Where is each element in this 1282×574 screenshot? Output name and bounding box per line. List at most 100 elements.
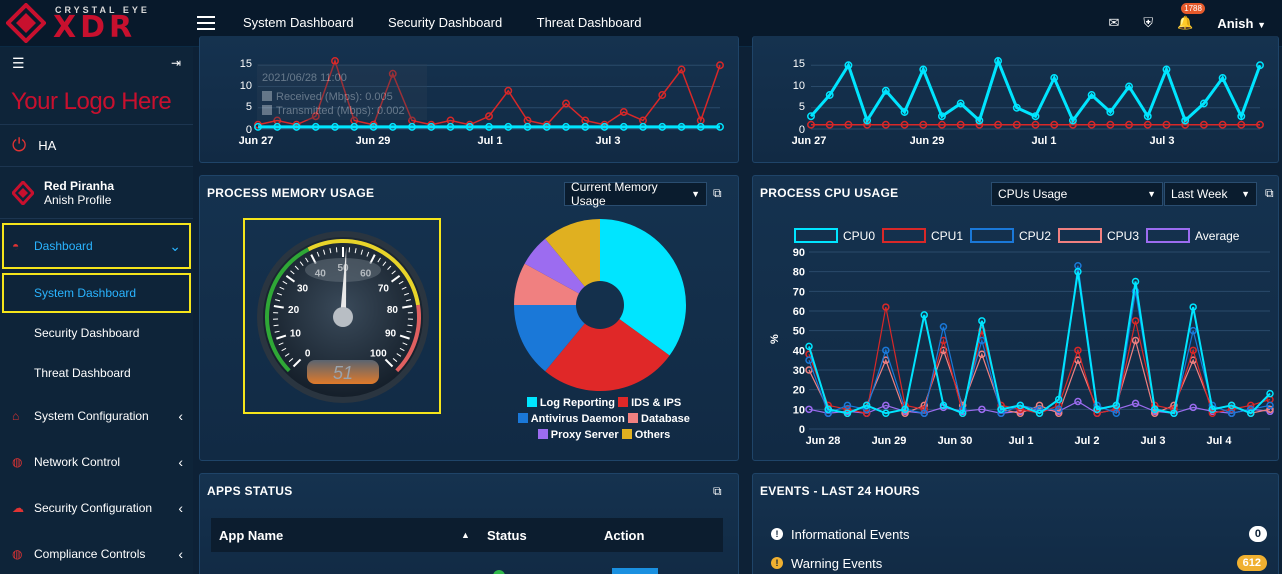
data-point[interactable] bbox=[1016, 409, 1025, 418]
data-point[interactable] bbox=[862, 409, 871, 418]
data-point[interactable] bbox=[446, 122, 455, 131]
sidebar-sub-threat-dashboard[interactable]: Threat Dashboard bbox=[0, 353, 193, 393]
data-point[interactable] bbox=[1237, 120, 1246, 129]
data-point[interactable] bbox=[824, 405, 832, 414]
sidebar-item-security-configuration[interactable]: ☁ Security Configuration ‹ bbox=[0, 485, 193, 531]
data-point[interactable] bbox=[1266, 401, 1274, 410]
data-point[interactable] bbox=[958, 409, 967, 418]
data-point[interactable] bbox=[1266, 389, 1274, 398]
data-point[interactable] bbox=[843, 409, 852, 418]
data-point[interactable] bbox=[1012, 103, 1021, 112]
legend-label[interactable]: CPU1 bbox=[931, 229, 963, 243]
data-point[interactable] bbox=[1162, 65, 1171, 74]
data-point[interactable] bbox=[1125, 82, 1133, 91]
data-point[interactable] bbox=[331, 122, 339, 131]
topnav-threat-dashboard[interactable]: Threat Dashboard bbox=[536, 15, 642, 30]
legend-label[interactable]: CPU0 bbox=[843, 229, 875, 243]
sidebar-item-system-configuration[interactable]: ⌂ System Configuration ‹ bbox=[0, 393, 193, 439]
notifications[interactable]: 🔔 1788 bbox=[1177, 3, 1205, 31]
data-point[interactable] bbox=[1087, 120, 1096, 129]
data-point[interactable] bbox=[1054, 395, 1063, 404]
data-point[interactable] bbox=[1189, 303, 1197, 311]
data-point[interactable] bbox=[1093, 405, 1101, 414]
legend-swatch[interactable] bbox=[970, 228, 1014, 243]
data-point[interactable] bbox=[882, 303, 890, 311]
memory-usage-select[interactable]: Current Memory Usage ▼ bbox=[564, 180, 707, 208]
legend-item[interactable]: Proxy Server bbox=[537, 429, 619, 441]
legend-item[interactable]: IDS & IPS bbox=[618, 397, 681, 409]
sidebar-item-ha[interactable]: ⏻ HA bbox=[0, 125, 193, 167]
list-item[interactable]: ! Informational Events 0 bbox=[771, 526, 1267, 542]
data-point[interactable] bbox=[1208, 405, 1217, 414]
data-point[interactable] bbox=[1031, 112, 1040, 121]
data-point[interactable] bbox=[844, 120, 853, 129]
data-point[interactable] bbox=[581, 122, 590, 131]
data-point[interactable] bbox=[658, 122, 667, 131]
data-point[interactable] bbox=[1131, 336, 1140, 345]
legend-label[interactable]: CPU2 bbox=[1019, 229, 1051, 243]
data-point[interactable] bbox=[938, 112, 946, 121]
data-point[interactable] bbox=[1087, 91, 1096, 99]
data-point[interactable] bbox=[956, 120, 965, 129]
data-point[interactable] bbox=[938, 120, 946, 129]
data-point[interactable] bbox=[292, 122, 301, 131]
data-point[interactable] bbox=[427, 122, 436, 131]
data-point[interactable] bbox=[1170, 409, 1178, 418]
data-point[interactable] bbox=[882, 346, 890, 355]
data-point[interactable] bbox=[619, 108, 628, 116]
pie-slice[interactable] bbox=[600, 219, 686, 356]
data-point[interactable] bbox=[978, 405, 986, 414]
data-point[interactable] bbox=[1074, 267, 1082, 276]
data-point[interactable] bbox=[1218, 120, 1227, 129]
data-point[interactable] bbox=[1112, 409, 1121, 418]
data-point[interactable] bbox=[882, 401, 890, 410]
legend-item[interactable]: Log Reporting bbox=[526, 397, 615, 409]
data-point[interactable] bbox=[1143, 112, 1152, 121]
data-point[interactable] bbox=[1256, 61, 1264, 70]
data-point[interactable] bbox=[1068, 116, 1077, 125]
data-point[interactable] bbox=[1247, 401, 1255, 410]
data-point[interactable] bbox=[369, 122, 378, 131]
mail-icon[interactable]: ✉ bbox=[1108, 15, 1120, 30]
topnav-system-dashboard[interactable]: System Dashboard bbox=[243, 15, 354, 30]
data-point[interactable] bbox=[619, 122, 628, 131]
data-point[interactable] bbox=[639, 122, 647, 131]
data-point[interactable] bbox=[254, 122, 262, 131]
shield-icon[interactable]: ⛨ bbox=[1143, 15, 1154, 30]
data-point[interactable] bbox=[1054, 405, 1063, 414]
sort-up-icon[interactable]: ▲ bbox=[461, 530, 470, 540]
col-action[interactable]: Action bbox=[604, 527, 645, 543]
data-point[interactable] bbox=[1106, 108, 1115, 116]
legend-item[interactable]: Others bbox=[621, 429, 670, 441]
sidebar-sub-system-dashboard[interactable]: System Dashboard bbox=[2, 273, 191, 313]
pie-slice[interactable] bbox=[545, 219, 600, 305]
data-point[interactable] bbox=[504, 86, 513, 95]
data-point[interactable] bbox=[1035, 409, 1044, 418]
data-point[interactable] bbox=[1237, 112, 1246, 121]
legend-swatch[interactable] bbox=[1058, 228, 1102, 243]
pie-slice[interactable] bbox=[514, 305, 600, 372]
data-point[interactable] bbox=[956, 99, 965, 108]
legend-item[interactable]: Antivirus Daemon bbox=[518, 413, 625, 425]
data-point[interactable] bbox=[1227, 409, 1236, 418]
col-app-name[interactable]: App Name bbox=[219, 527, 284, 543]
data-point[interactable] bbox=[504, 122, 513, 131]
legend-swatch[interactable] bbox=[882, 228, 926, 243]
time-range-select[interactable]: Last Week ▼ bbox=[1164, 182, 1257, 206]
data-point[interactable] bbox=[1189, 346, 1197, 355]
data-point[interactable] bbox=[311, 112, 320, 121]
data-point[interactable] bbox=[900, 120, 909, 129]
legend-label[interactable]: Average bbox=[1195, 229, 1240, 243]
data-point[interactable] bbox=[1035, 401, 1044, 410]
data-point[interactable] bbox=[1247, 409, 1255, 418]
data-point[interactable] bbox=[350, 122, 359, 131]
data-point[interactable] bbox=[975, 116, 984, 125]
data-point[interactable] bbox=[1112, 401, 1121, 410]
data-point[interactable] bbox=[696, 122, 705, 131]
data-point[interactable] bbox=[273, 122, 282, 131]
data-point[interactable] bbox=[1031, 120, 1040, 129]
data-point[interactable] bbox=[1125, 120, 1133, 129]
data-point[interactable] bbox=[994, 120, 1003, 129]
logout-icon[interactable]: ⇥ bbox=[170, 56, 181, 70]
data-point[interactable] bbox=[807, 120, 815, 129]
